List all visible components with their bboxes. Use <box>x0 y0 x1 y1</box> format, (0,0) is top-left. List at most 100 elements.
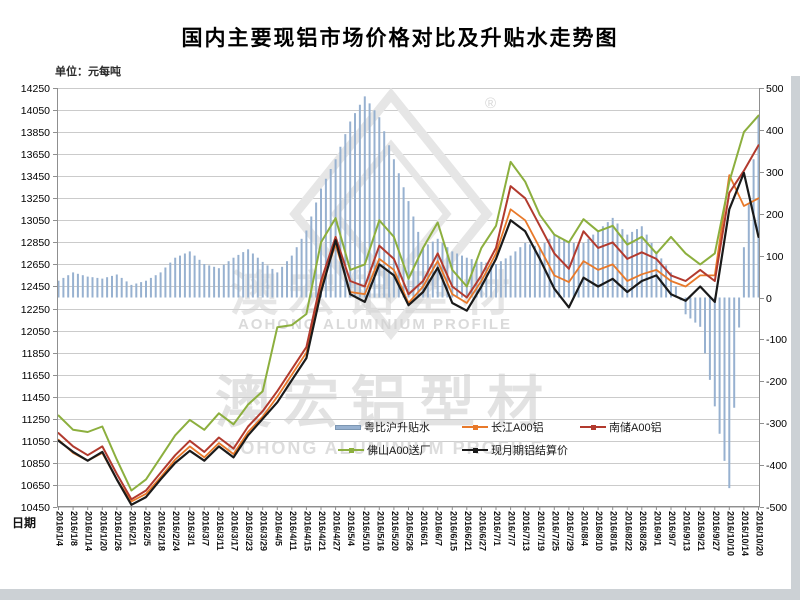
x-axis-tick-label: 2016/4/21 <box>317 511 327 552</box>
left-axis-tick-label: 13450 <box>20 171 50 184</box>
left-axis-tick-label: 12650 <box>20 259 50 272</box>
x-axis-tick-label: 2016/5/26 <box>404 511 415 552</box>
right-axis-tick-label: 200 <box>766 208 784 221</box>
chart-title: 国内主要现铝市场价格对比及升贴水走势图 <box>181 27 619 50</box>
right-axis-tick-label: -500 <box>766 502 788 514</box>
right-axis-tick-label: -400 <box>766 460 788 473</box>
legend-label: 现月期铝结算价 <box>491 445 568 457</box>
page-edge-bottom <box>0 589 800 600</box>
x-axis-tick-label: 2016/4/27 <box>331 511 342 552</box>
legend-label: 南储A00铝 <box>609 422 662 434</box>
left-axis-tick-label: 12850 <box>20 237 50 250</box>
series-premium-bars <box>57 96 760 489</box>
x-axis-tick-label: 2016/5/16 <box>375 511 386 552</box>
left-axis-tick-label: 12450 <box>20 281 50 294</box>
x-axis-tick-label: 2016/9/13 <box>681 511 692 552</box>
page-edge-right <box>791 76 800 600</box>
right-axis-tick-label: -300 <box>766 418 788 431</box>
x-axis-tick-label: 2016/3/1 <box>185 511 196 547</box>
x-axis-tick-label: 2016/6/21 <box>462 511 473 552</box>
x-axis-tick-label: 2016/1/8 <box>69 511 80 547</box>
logo-diamond-outer <box>289 87 493 341</box>
x-axis-tick-label: 2016/10/10 <box>725 511 736 557</box>
x-axis-tick-label: 2016/10/20 <box>754 511 765 557</box>
x-axis-tick-label: 2016/2/18 <box>156 511 167 552</box>
left-axis-tick-label: 14250 <box>20 83 50 95</box>
left-axis-tick-label: 10850 <box>20 457 50 470</box>
plot-area: ® 澳宏铝型材 AOHONG ALUMINIUM PROFILE 澳宏铝型材 A… <box>53 87 764 510</box>
left-axis-tick-label: 11850 <box>21 347 50 360</box>
x-axis-tick-label: 2016/5/20 <box>389 511 400 552</box>
legend-item: 长江A00铝 <box>462 421 544 434</box>
series-line <box>57 114 760 492</box>
legend-line-swatch <box>462 423 488 432</box>
x-axis-tick-label: 2016/8/26 <box>637 511 648 552</box>
left-axis-tick-label: 14050 <box>20 105 50 118</box>
y-axis-unit-label: 单位：元每吨 <box>55 66 121 78</box>
x-axis-tick-label: 2016/3/11 <box>214 511 225 551</box>
x-axis-tick-label: 2016/9/1 <box>652 511 663 547</box>
left-axis-tick-label: 13050 <box>20 215 50 228</box>
x-axis-tick-label: 2016/3/17 <box>229 511 240 552</box>
x-axis-tick-label: 2016/7/29 <box>564 511 575 552</box>
x-axis-tick-label: 2016/3/7 <box>200 511 211 547</box>
x-axis-tick-label: 2016/6/27 <box>477 511 488 552</box>
left-axis-tick-label: 13650 <box>20 149 50 162</box>
series-line <box>57 144 760 501</box>
x-axis-tick-label: 2016/8/4 <box>579 511 590 547</box>
legend-label: 佛山A00送厂 <box>367 445 431 457</box>
legend-item: 粤比沪升贴水 <box>335 421 430 434</box>
x-axis-title: 日期 <box>12 516 37 530</box>
x-axis-tick-label: 2016/8/22 <box>623 511 634 552</box>
x-axis-tick-label: 2016/9/27 <box>710 511 721 552</box>
x-axis-tick-label: 2016/4/15 <box>302 511 313 552</box>
x-axis-tick-label: 2016/2/1 <box>127 511 138 547</box>
legend-item: 南储A00铝 <box>580 421 662 434</box>
logo-diamond-inner <box>330 139 452 289</box>
x-axis-tick-label: 2016/7/1 <box>492 511 502 547</box>
left-axis-tick-label: 11050 <box>21 435 50 448</box>
legend-line-swatch <box>580 423 606 432</box>
left-axis-tick-label: 13250 <box>20 193 50 206</box>
x-axis-tick-label: 2016/6/1 <box>419 511 430 547</box>
legend-item: 现月期铝结算价 <box>462 444 568 457</box>
x-axis-tick-label: 2016/4/11 <box>287 511 298 551</box>
left-axis-tick-label: 13850 <box>20 127 50 140</box>
legend-label: 粤比沪升贴水 <box>364 422 430 434</box>
x-axis-tick-label: 2016/2/24 <box>171 511 182 552</box>
legend-line-swatch <box>338 446 364 455</box>
left-axis-tick-label: 11450 <box>21 391 50 404</box>
legend-bar-swatch <box>335 424 361 430</box>
x-axis-tick-label: 2016/8/10 <box>594 511 605 552</box>
x-axis-tick-label: 2016/3/23 <box>244 511 255 552</box>
series-line <box>57 171 760 506</box>
x-axis-tick-label: 2016/1/20 <box>98 511 109 552</box>
right-axis-tick-label: 300 <box>766 166 784 179</box>
x-axis-tick-label: 2016/3/29 <box>258 511 269 552</box>
x-axis-tick-label: 2016/8/16 <box>608 511 619 552</box>
left-axis-tick-label: 10450 <box>20 502 50 514</box>
x-axis-tick-label: 2016/6/7 <box>433 511 444 547</box>
legend-item: 佛山A00送厂 <box>338 444 431 457</box>
left-axis-tick-label: 11250 <box>21 413 50 426</box>
x-axis-tick-label: 2016/7/13 <box>521 511 532 552</box>
x-axis-tick-label: 2016/2/5 <box>142 511 152 547</box>
x-axis-tick-label: 2016/1/14 <box>83 511 94 552</box>
registered-mark: ® <box>485 95 496 112</box>
left-axis-tick-label: 12250 <box>20 303 50 316</box>
right-axis-tick-label: 500 <box>766 83 784 95</box>
right-axis-tick-label: 0 <box>766 292 772 305</box>
right-axis-tick-label: -200 <box>766 376 788 389</box>
x-axis-tick-label: 2016/5/10 <box>360 511 371 552</box>
legend-line-swatch <box>462 446 488 455</box>
x-axis-tick-label: 2016/9/7 <box>667 511 677 547</box>
axis-frame <box>53 88 764 510</box>
left-axis-tick-label: 11650 <box>21 369 50 382</box>
watermark-en-1: AOHONG ALUMINIUM PROFILE <box>238 316 512 333</box>
watermark-en-2: AOHONG ALUMINIUM PROFILE <box>225 438 544 458</box>
x-axis-tick-label: 2016/6/15 <box>448 511 459 552</box>
legend-label: 长江A00铝 <box>491 422 544 434</box>
right-axis-tick-label: 100 <box>766 250 784 263</box>
x-axis-tick-label: 2016/4/5 <box>273 511 284 547</box>
